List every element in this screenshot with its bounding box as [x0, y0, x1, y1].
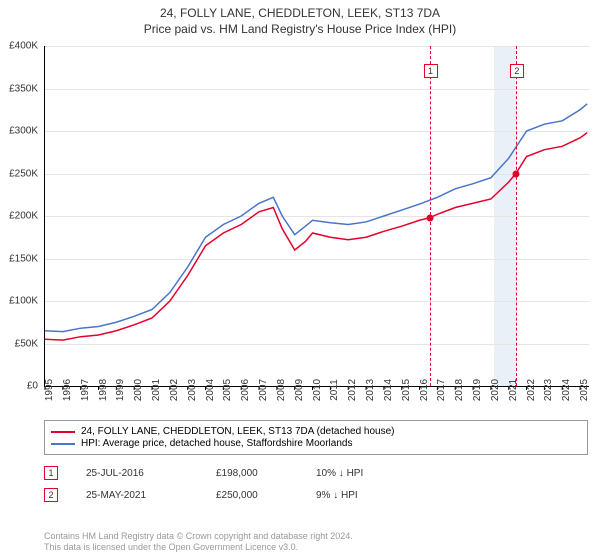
sale-delta: 9% ↓ HPI — [316, 490, 436, 501]
y-axis-label: £0 — [27, 381, 38, 392]
x-axis-label: 2020 — [490, 379, 501, 401]
x-axis-label: 2023 — [543, 379, 554, 401]
sale-marker: 2 — [44, 488, 58, 502]
x-axis-label: 2022 — [526, 379, 537, 401]
x-axis-label: 2008 — [276, 379, 287, 401]
legend-label: 24, FOLLY LANE, CHEDDLETON, LEEK, ST13 7… — [81, 426, 395, 437]
x-axis-label: 2024 — [561, 379, 572, 401]
y-axis-label: £350K — [9, 83, 38, 94]
x-axis-label: 2014 — [383, 379, 394, 401]
footer-line2: This data is licensed under the Open Gov… — [44, 542, 353, 554]
x-axis-label: 2016 — [419, 379, 430, 401]
legend-row: HPI: Average price, detached house, Staf… — [51, 438, 581, 449]
x-axis-label: 2025 — [579, 379, 590, 401]
y-axis-label: £400K — [9, 41, 38, 52]
marker-label: 1 — [424, 64, 438, 78]
marker-label: 2 — [510, 64, 524, 78]
y-axis-label: £250K — [9, 168, 38, 179]
x-axis-label: 2003 — [187, 379, 198, 401]
sale-row: 1 25-JUL-2016£198,00010% ↓ HPI — [44, 466, 588, 480]
x-axis-label: 2004 — [205, 379, 216, 401]
x-axis-label: 2006 — [240, 379, 251, 401]
x-axis-label: 2021 — [508, 379, 519, 401]
x-axis-label: 2009 — [294, 379, 305, 401]
y-axis-label: £200K — [9, 211, 38, 222]
x-axis-label: 2010 — [312, 379, 323, 401]
legend-swatch — [51, 443, 75, 445]
x-axis-label: 1999 — [115, 379, 126, 401]
marker-dot — [512, 170, 519, 177]
sale-delta: 10% ↓ HPI — [316, 468, 436, 479]
title-block: 24, FOLLY LANE, CHEDDLETON, LEEK, ST13 7… — [0, 0, 600, 36]
legend-label: HPI: Average price, detached house, Staf… — [81, 438, 352, 449]
x-axis-label: 2015 — [401, 379, 412, 401]
x-axis-label: 2002 — [169, 379, 180, 401]
plot: 12 — [44, 46, 589, 387]
y-axis-label: £150K — [9, 253, 38, 264]
legend-row: 24, FOLLY LANE, CHEDDLETON, LEEK, ST13 7… — [51, 426, 581, 437]
x-axis-label: 2017 — [436, 379, 447, 401]
legend-box: 24, FOLLY LANE, CHEDDLETON, LEEK, ST13 7… — [44, 420, 588, 455]
y-axis-label: £300K — [9, 126, 38, 137]
sale-price: £198,000 — [216, 468, 316, 479]
sale-date: 25-JUL-2016 — [86, 468, 216, 479]
x-axis-label: 2019 — [472, 379, 483, 401]
series-svg — [45, 46, 589, 386]
y-axis-label: £50K — [15, 338, 38, 349]
series-line — [45, 104, 587, 332]
x-axis-label: 2000 — [133, 379, 144, 401]
x-axis-label: 1996 — [62, 379, 73, 401]
x-axis-label: 2011 — [329, 379, 340, 401]
legend-swatch — [51, 431, 75, 433]
title-main: 24, FOLLY LANE, CHEDDLETON, LEEK, ST13 7… — [0, 6, 600, 20]
chart-area: 12 £0£50K£100K£150K£200K£250K£300K£350K£… — [44, 46, 588, 386]
x-axis-label: 2001 — [151, 379, 162, 401]
marker-dot — [426, 214, 433, 221]
footer-line1: Contains HM Land Registry data © Crown c… — [44, 531, 353, 543]
x-axis-label: 2012 — [347, 379, 358, 401]
x-axis-label: 1998 — [98, 379, 109, 401]
title-sub: Price paid vs. HM Land Registry's House … — [0, 22, 600, 36]
x-axis-label: 1995 — [44, 379, 55, 401]
x-axis-label: 2013 — [365, 379, 376, 401]
marker-line — [516, 46, 517, 386]
x-axis-label: 2005 — [222, 379, 233, 401]
sale-row: 2 25-MAY-2021£250,0009% ↓ HPI — [44, 488, 588, 502]
sale-marker: 1 — [44, 466, 58, 480]
sale-price: £250,000 — [216, 490, 316, 501]
series-line — [45, 133, 587, 340]
y-axis-label: £100K — [9, 296, 38, 307]
chart-container: 24, FOLLY LANE, CHEDDLETON, LEEK, ST13 7… — [0, 0, 600, 560]
footer: Contains HM Land Registry data © Crown c… — [44, 531, 353, 554]
sale-date: 25-MAY-2021 — [86, 490, 216, 501]
x-axis-label: 2007 — [258, 379, 269, 401]
x-axis-label: 2018 — [454, 379, 465, 401]
x-axis-label: 1997 — [80, 379, 91, 401]
